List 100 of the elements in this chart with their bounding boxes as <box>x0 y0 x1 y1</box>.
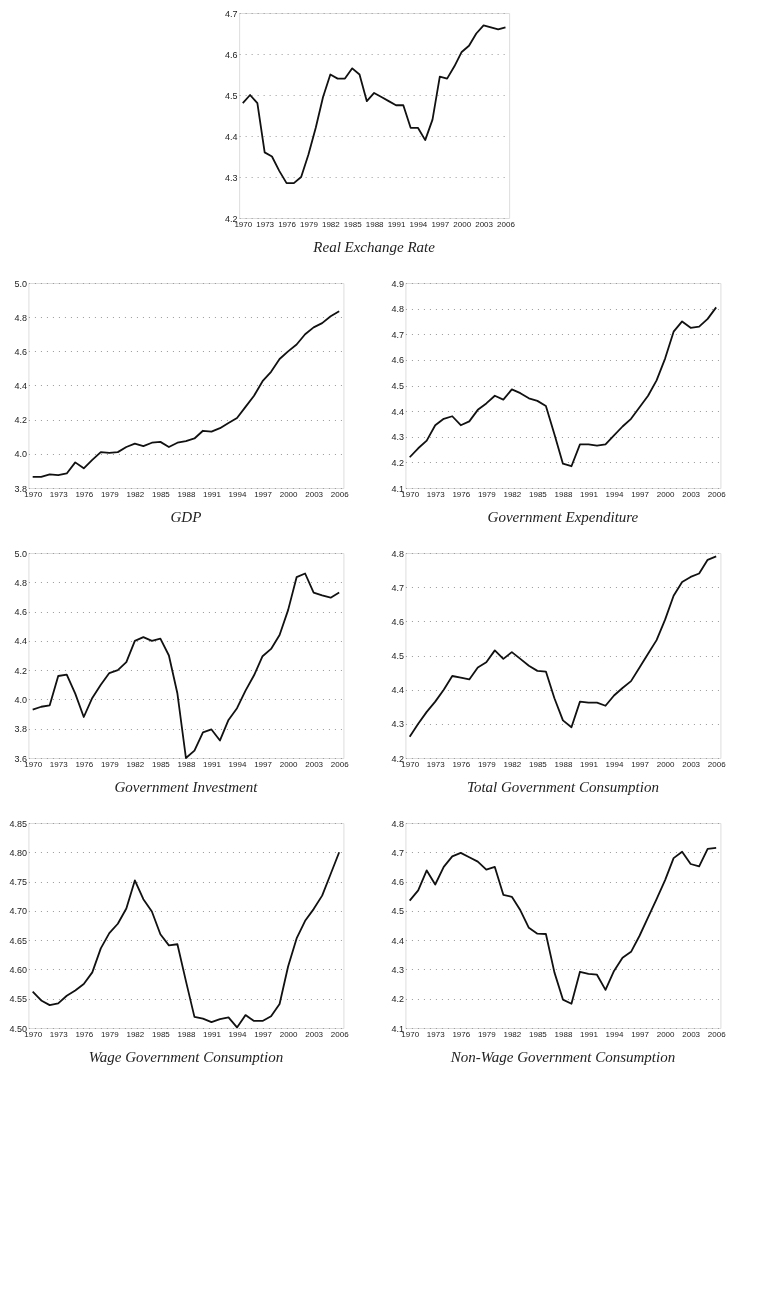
x-tick-label: 2000 <box>656 1029 676 1039</box>
x-tick-label: 1985 <box>528 759 548 769</box>
x-tick-label: 1976 <box>75 1029 94 1039</box>
x-tick-label: 1982 <box>126 1029 145 1039</box>
y-tick-label: 4.2 <box>391 457 404 468</box>
x-tick-label: 2000 <box>279 759 299 769</box>
line-series <box>408 846 718 1005</box>
x-tick-label: 1976 <box>452 759 471 769</box>
x-tick-label: 2003 <box>305 1029 324 1039</box>
y-tick-label: 4.55 <box>9 994 27 1005</box>
y-tick-label: 4.3 <box>391 719 404 730</box>
x-tick-label: 1973 <box>426 489 446 499</box>
x-tick-label: 1979 <box>477 1029 497 1039</box>
y-tick-label: 4.2 <box>14 415 27 426</box>
x-tick-label: 2003 <box>305 489 324 499</box>
line-series <box>31 572 341 759</box>
y-tick-label: 3.8 <box>14 724 27 735</box>
x-tick-label: 1997 <box>431 219 450 229</box>
x-tick-label: 1982 <box>503 489 522 499</box>
x-tick-label: 1976 <box>75 489 94 499</box>
x-tick-label: 2006 <box>707 759 727 769</box>
y-tick-label: 4.7 <box>391 329 404 340</box>
x-tick-label: 1979 <box>477 489 497 499</box>
text: Real Exchange Rate <box>312 239 436 255</box>
y-tick-label: 4.6 <box>391 877 404 888</box>
x-tick-label: 2006 <box>330 759 350 769</box>
x-tick-label: 1982 <box>126 489 145 499</box>
text: Government Expenditure <box>487 509 639 525</box>
x-tick-label: 1979 <box>477 759 497 769</box>
x-tick-label: 1991 <box>203 759 222 769</box>
line-series <box>408 555 718 738</box>
x-tick-label: 1988 <box>554 489 573 499</box>
x-tick-label: 2000 <box>279 1029 299 1039</box>
y-tick-label: 4.70 <box>9 906 27 917</box>
x-tick-label: 1982 <box>503 759 522 769</box>
x-tick-label: 1985 <box>151 489 171 499</box>
y-tick-label: 4.7 <box>391 582 404 593</box>
x-tick-label: 1997 <box>254 1029 273 1039</box>
x-tick-label: 1973 <box>426 759 446 769</box>
x-tick-label: 1973 <box>426 1029 446 1039</box>
x-tick-label: 1991 <box>580 759 599 769</box>
x-tick-label: 1997 <box>631 1029 650 1039</box>
y-tick-label: 5.0 <box>14 278 27 289</box>
line-series <box>408 306 718 468</box>
y-tick-label: 4.2 <box>391 994 404 1005</box>
x-tick-label: 1982 <box>321 219 341 229</box>
y-tick-label: 4.4 <box>391 935 404 946</box>
x-tick-label: 1988 <box>365 219 385 229</box>
x-tick-label: 1994 <box>605 759 624 769</box>
y-tick-label: 4.8 <box>391 304 404 315</box>
x-tick-label: 1997 <box>254 759 273 769</box>
y-tick-label: 4.80 <box>9 847 27 858</box>
x-tick-label: 1985 <box>528 1029 548 1039</box>
y-tick-label: 4.4 <box>14 381 27 391</box>
y-tick-label: 4.4 <box>391 406 404 417</box>
x-tick-label: 1985 <box>151 1029 171 1039</box>
y-tick-label: 4.7 <box>391 847 404 858</box>
x-tick-label: 1985 <box>343 219 363 229</box>
x-tick-label: 2003 <box>682 489 701 499</box>
y-tick-label: 4.4 <box>14 636 27 647</box>
x-tick-label: 1991 <box>203 1029 222 1039</box>
y-tick-label: 4.4 <box>225 131 238 142</box>
y-tick-label: 4.5 <box>391 381 404 391</box>
x-tick-label: 1973 <box>49 1029 69 1039</box>
y-tick-label: 4.60 <box>9 964 27 975</box>
y-tick-label: 4.6 <box>225 49 238 60</box>
y-tick-label: 4.85 <box>9 818 27 829</box>
x-tick-label: 2006 <box>330 489 350 499</box>
y-tick-label: 4.3 <box>391 432 404 443</box>
x-tick-label: 1994 <box>228 1029 247 1039</box>
y-tick-label: 4.6 <box>14 607 27 618</box>
x-tick-label: 1994 <box>605 1029 624 1039</box>
y-tick-label: 4.6 <box>391 355 404 366</box>
y-tick-label: 4.8 <box>391 818 404 829</box>
x-tick-label: 1976 <box>278 219 297 229</box>
x-tick-label: 2006 <box>330 1029 350 1039</box>
line-series <box>31 310 341 478</box>
y-tick-label: 4.9 <box>391 278 404 289</box>
x-tick-label: 1976 <box>452 489 471 499</box>
y-tick-label: 4.6 <box>14 346 27 357</box>
x-tick-label: 1991 <box>203 489 222 499</box>
x-tick-label: 1973 <box>256 219 275 229</box>
x-tick-label: 2000 <box>279 489 299 499</box>
x-tick-label: 1997 <box>631 489 650 499</box>
x-tick-label: 1988 <box>554 759 573 769</box>
y-tick-label: 4.8 <box>391 548 404 559</box>
x-tick-label: 2003 <box>682 759 701 769</box>
x-tick-label: 1994 <box>228 489 247 499</box>
x-tick-label: 1973 <box>49 759 69 769</box>
line-series <box>31 851 341 1029</box>
x-tick-label: 1994 <box>605 489 624 499</box>
x-tick-label: 2006 <box>707 1029 727 1039</box>
x-tick-label: 1997 <box>254 489 273 499</box>
x-tick-label: 2003 <box>305 759 324 769</box>
x-tick-label: 1976 <box>452 1029 471 1039</box>
y-tick-label: 4.0 <box>14 694 27 705</box>
x-tick-label: 2006 <box>497 219 516 229</box>
y-tick-label: 4.6 <box>391 616 404 627</box>
y-tick-label: 4.75 <box>9 877 27 888</box>
text: Total Government Consumption <box>466 779 659 795</box>
